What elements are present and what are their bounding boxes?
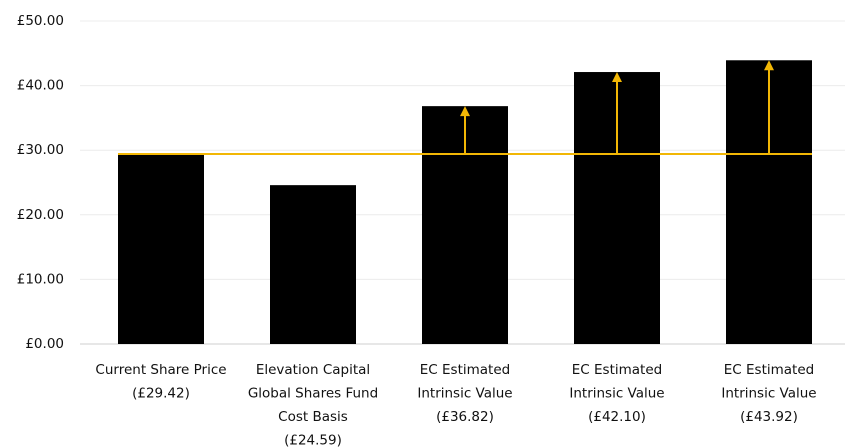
x-tick-label: (£36.82) [436,409,494,425]
y-tick-label: £40.00 [17,78,64,94]
x-tick-label: EC Estimated [420,362,510,378]
bar [270,185,356,344]
x-tick-label: Intrinsic Value [417,386,512,402]
y-tick-label: £10.00 [17,271,64,287]
y-tick-label: £20.00 [17,207,64,223]
y-tick-label: £0.00 [25,336,64,352]
y-tick-label: £50.00 [17,13,64,29]
x-tick-label: EC Estimated [572,362,662,378]
x-tick-label: Cost Basis [278,409,348,425]
bar [118,153,204,344]
x-tick-label: (£24.59) [284,433,342,448]
arrow-head [764,60,774,71]
x-tick-label: (£43.92) [740,409,798,425]
x-tick-label: Intrinsic Value [569,386,664,402]
x-tick-label: (£29.42) [132,386,190,402]
x-tick-label: Elevation Capital [256,362,370,378]
x-tick-label: Current Share Price [95,362,226,378]
x-tick-label: (£42.10) [588,409,646,425]
arrow-head [460,106,470,117]
x-tick-label: Intrinsic Value [721,386,816,402]
arrow-head [612,72,622,83]
x-tick-label: Global Shares Fund [248,386,378,402]
x-tick-label: EC Estimated [724,362,814,378]
y-tick-label: £30.00 [17,142,64,158]
